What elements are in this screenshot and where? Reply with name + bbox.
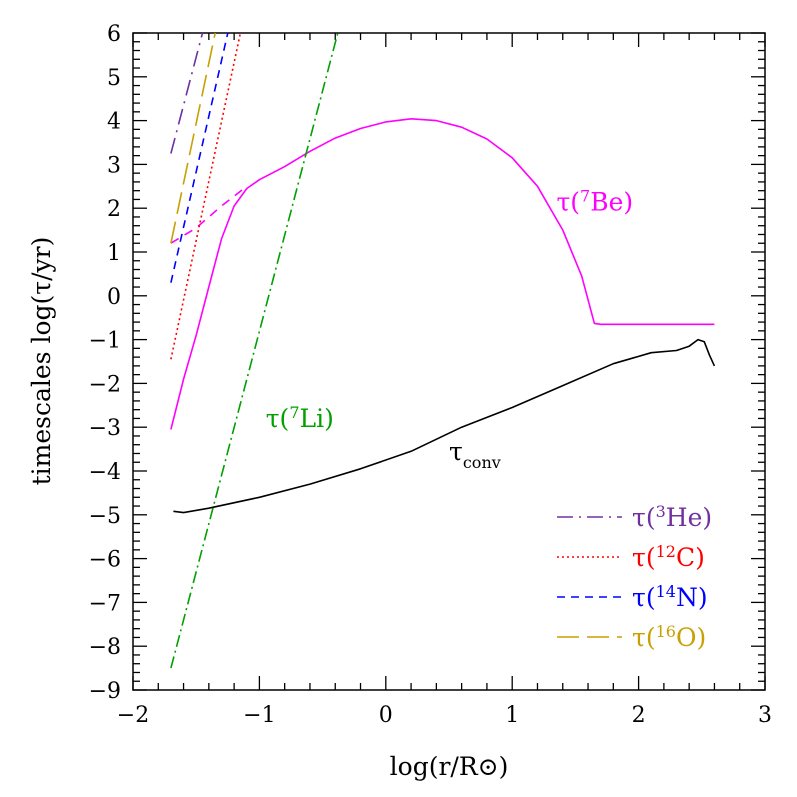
y-tick-label: −7 (89, 591, 121, 616)
x-tick-label: −2 (117, 703, 149, 728)
y-tick-label: 2 (107, 197, 121, 222)
y-tick-label: −6 (89, 548, 121, 573)
series-group (170, 32, 716, 669)
annotation-0: τ(7Be) (556, 186, 633, 216)
series-line-0 (170, 118, 715, 430)
y-tick-label: −9 (89, 679, 121, 704)
y-tick-label: −1 (89, 329, 121, 354)
annotations: τ(7Be) τ(7Li) τconv (266, 186, 633, 472)
legend-label-3: τ(16O) (632, 622, 706, 652)
y-tick-label: −2 (89, 372, 121, 397)
y-tick-label: 4 (107, 110, 121, 135)
series-line-3 (173, 338, 716, 514)
series-line-2 (170, 32, 339, 669)
x-axis-label: log(r/R⊙) (390, 752, 509, 781)
x-tick-label: 1 (505, 703, 519, 728)
x-tick-label: 2 (632, 703, 646, 728)
y-axis-label: timescales log(τ/yr) (27, 237, 56, 486)
x-tick-label: −1 (243, 703, 275, 728)
y-tick-label: −5 (89, 504, 121, 529)
y-tick-label: −8 (89, 635, 121, 660)
series-line-5 (170, 32, 242, 360)
series-line-4 (170, 32, 204, 154)
y-tick-label: −4 (89, 460, 121, 485)
legend-label-0: τ(3He) (632, 502, 712, 532)
y-tick-label: 0 (107, 285, 121, 310)
legend: τ(3He) τ(12C) τ(14N) τ(16O) (557, 502, 712, 652)
annotation-2: τconv (449, 437, 501, 472)
legend-label-1: τ(12C) (632, 542, 705, 572)
tick-labels: −2 −1 0 1 2 3 −9 −8 −7 −6 −5 −4 −3 −2 −1 0 1 2 3 4 5 6 (89, 22, 772, 728)
legend-label-2: τ(14N) (632, 582, 708, 612)
plot-frame (132, 32, 766, 691)
series-line-6 (170, 32, 229, 283)
annotation-1: τ(7Li) (266, 403, 334, 433)
y-tick-label: 5 (107, 66, 121, 91)
y-tick-label: 6 (107, 22, 121, 47)
axis-ticks (132, 32, 766, 691)
x-tick-label: 3 (758, 703, 772, 728)
series-line-7 (170, 32, 216, 244)
y-tick-label: 3 (107, 153, 121, 178)
y-tick-label: −3 (89, 416, 121, 441)
x-tick-label: 0 (379, 703, 393, 728)
y-tick-label: 1 (107, 241, 121, 266)
